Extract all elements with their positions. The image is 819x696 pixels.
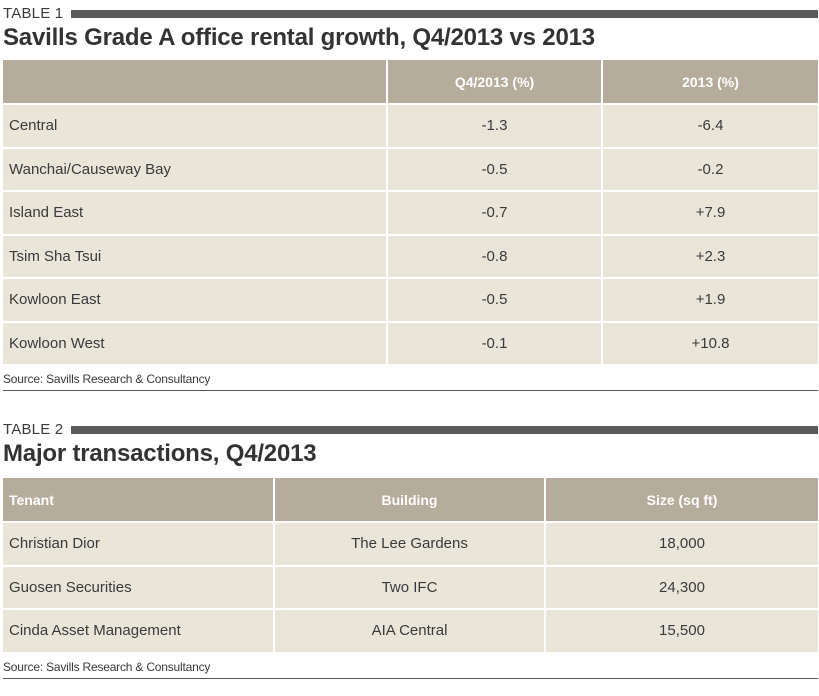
table-header-row: Tenant Building Size (sq ft) [3,478,818,523]
district-cell: Tsim Sha Tsui [3,234,388,279]
district-cell: Island East [3,191,388,236]
table-1-label: TABLE 1 [3,5,64,22]
building-cell: Two IFC [274,565,546,610]
table-row: Central -1.3 -6.4 [3,104,818,149]
q4-value-cell: -1.3 [387,104,603,149]
table-2-label-bar [71,426,818,434]
q4-value-cell: -0.8 [387,234,603,279]
table-row: Island East -0.7 +7.9 [3,191,818,236]
size-cell: 24,300 [545,565,818,610]
q4-value-cell: -0.5 [387,278,603,323]
tenant-cell: Christian Dior [3,522,275,567]
year-value-cell: +7.9 [602,191,818,236]
table-1-source: Source: Savills Research & Consultancy [3,366,818,391]
building-cell: The Lee Gardens [274,522,546,567]
column-header-2013: 2013 (%) [602,60,818,105]
table-2-section: TABLE 2 Major transactions, Q4/2013 Tena… [3,422,818,679]
size-cell: 15,500 [545,609,818,654]
district-cell: Kowloon East [3,278,388,323]
table-row: Guosen Securities Two IFC 24,300 [3,565,818,610]
table-row: Kowloon West -0.1 +10.8 [3,321,818,366]
rental-growth-table: Q4/2013 (%) 2013 (%) Central -1.3 -6.4 W… [3,60,818,366]
column-header-size: Size (sq ft) [545,478,818,523]
q4-value-cell: -0.5 [387,147,603,192]
size-cell: 18,000 [545,522,818,567]
table-2-label-row: TABLE 2 [3,422,818,438]
year-value-cell: -6.4 [602,104,818,149]
table-2-label: TABLE 2 [3,421,64,438]
year-value-cell: +1.9 [602,278,818,323]
table-row: Christian Dior The Lee Gardens 18,000 [3,522,818,567]
table-2-title: Major transactions, Q4/2013 [3,440,317,467]
q4-value-cell: -0.1 [387,321,603,366]
column-header-building: Building [274,478,546,523]
table-row: Kowloon East -0.5 +1.9 [3,278,818,323]
table-1-label-bar [71,10,818,18]
column-header-tenant: Tenant [3,478,275,523]
district-cell: Kowloon West [3,321,388,366]
year-value-cell: +2.3 [602,234,818,279]
table-1-section: TABLE 1 Savills Grade A office rental gr… [3,6,818,391]
district-cell: Central [3,104,388,149]
table-row: Cinda Asset Management AIA Central 15,50… [3,609,818,654]
table-row: Wanchai/Causeway Bay -0.5 -0.2 [3,147,818,192]
year-value-cell: -0.2 [602,147,818,192]
transactions-table: Tenant Building Size (sq ft) Christian D… [3,478,818,654]
tenant-cell: Guosen Securities [3,565,275,610]
table-1-label-row: TABLE 1 [3,6,818,22]
table-1-title: Savills Grade A office rental growth, Q4… [3,24,595,51]
column-header-q4-2013: Q4/2013 (%) [387,60,603,105]
district-cell: Wanchai/Causeway Bay [3,147,388,192]
column-header-district [3,60,388,105]
table-2-source: Source: Savills Research & Consultancy [3,654,818,679]
tenant-cell: Cinda Asset Management [3,609,275,654]
building-cell: AIA Central [274,609,546,654]
table-row: Tsim Sha Tsui -0.8 +2.3 [3,234,818,279]
q4-value-cell: -0.7 [387,191,603,236]
table-header-row: Q4/2013 (%) 2013 (%) [3,60,818,105]
year-value-cell: +10.8 [602,321,818,366]
